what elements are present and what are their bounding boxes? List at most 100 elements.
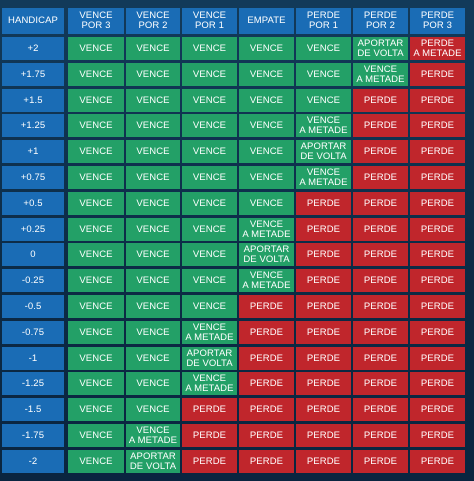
- result-cell: VENCE: [68, 398, 124, 421]
- result-cell: VENCE: [182, 218, 237, 241]
- result-cell: VENCE: [296, 63, 351, 86]
- result-cell: PERDE: [296, 424, 351, 447]
- result-cell: VENCE: [68, 295, 124, 318]
- result-cell: VENCE: [68, 140, 124, 163]
- result-cell: VENCE: [126, 269, 180, 292]
- result-cell: VENCE A METADE: [296, 166, 351, 189]
- result-cell: VENCE: [182, 166, 237, 189]
- result-cell: VENCE: [68, 372, 124, 395]
- result-cell: PERDE: [410, 243, 465, 266]
- result-cell: VENCE: [68, 37, 124, 60]
- result-cell: PERDE: [410, 295, 465, 318]
- result-cell: PERDE: [353, 347, 408, 370]
- handicap-cell: -0.75: [2, 321, 64, 344]
- result-cell: VENCE: [182, 140, 237, 163]
- result-cell: VENCE A METADE: [239, 218, 294, 241]
- result-cell: VENCE: [182, 269, 237, 292]
- handicap-cell: +1.75: [2, 63, 64, 86]
- column-header: PERDE POR 2: [353, 8, 408, 34]
- result-cell: VENCE: [68, 424, 124, 447]
- result-cell: VENCE A METADE: [126, 424, 180, 447]
- result-cell: VENCE: [182, 295, 237, 318]
- result-cell: PERDE: [353, 321, 408, 344]
- result-cell: VENCE: [182, 89, 237, 112]
- result-cell: VENCE A METADE: [296, 114, 351, 137]
- result-cell: VENCE: [296, 89, 351, 112]
- result-cell: VENCE: [239, 63, 294, 86]
- result-cell: PERDE: [410, 140, 465, 163]
- result-cell: VENCE: [239, 89, 294, 112]
- result-cell: VENCE: [239, 140, 294, 163]
- result-cell: PERDE A METADE: [410, 37, 465, 60]
- result-cell: VENCE: [68, 218, 124, 241]
- column-header: HANDICAP: [2, 8, 64, 34]
- result-cell: PERDE: [239, 372, 294, 395]
- result-cell: PERDE: [353, 166, 408, 189]
- result-cell: APORTAR DE VOLTA: [126, 450, 180, 473]
- result-cell: PERDE: [239, 347, 294, 370]
- result-cell: APORTAR DE VOLTA: [182, 347, 237, 370]
- column-header: VENCE POR 2: [126, 8, 180, 34]
- result-cell: PERDE: [353, 192, 408, 215]
- result-cell: PERDE: [296, 321, 351, 344]
- result-cell: PERDE: [353, 114, 408, 137]
- result-cell: VENCE: [126, 166, 180, 189]
- result-cell: VENCE: [182, 63, 237, 86]
- result-cell: VENCE: [68, 63, 124, 86]
- handicap-cell: +2: [2, 37, 64, 60]
- result-cell: PERDE: [296, 347, 351, 370]
- handicap-cell: +0.75: [2, 166, 64, 189]
- handicap-cell: -1: [2, 347, 64, 370]
- result-cell: VENCE: [126, 114, 180, 137]
- result-cell: PERDE: [410, 424, 465, 447]
- handicap-cell: +0.5: [2, 192, 64, 215]
- result-cell: PERDE: [353, 243, 408, 266]
- result-cell: PERDE: [410, 166, 465, 189]
- result-cell: VENCE: [239, 37, 294, 60]
- result-cell: PERDE: [353, 450, 408, 473]
- result-cell: VENCE: [126, 321, 180, 344]
- result-cell: VENCE: [182, 114, 237, 137]
- handicap-cell: 0: [2, 243, 64, 266]
- result-cell: VENCE: [239, 166, 294, 189]
- result-cell: VENCE: [126, 347, 180, 370]
- result-cell: VENCE: [126, 192, 180, 215]
- result-cell: VENCE: [68, 450, 124, 473]
- result-cell: VENCE: [126, 63, 180, 86]
- result-cell: VENCE: [182, 192, 237, 215]
- result-cell: VENCE: [126, 140, 180, 163]
- result-cell: VENCE A METADE: [239, 269, 294, 292]
- result-cell: VENCE: [68, 192, 124, 215]
- result-cell: PERDE: [296, 450, 351, 473]
- result-cell: PERDE: [239, 321, 294, 344]
- result-cell: PERDE: [296, 192, 351, 215]
- result-cell: VENCE: [126, 295, 180, 318]
- result-cell: APORTAR DE VOLTA: [353, 37, 408, 60]
- result-cell: VENCE A METADE: [182, 321, 237, 344]
- column-header: EMPATE: [239, 8, 294, 34]
- result-cell: VENCE: [68, 347, 124, 370]
- result-cell: PERDE: [410, 89, 465, 112]
- result-cell: PERDE: [296, 372, 351, 395]
- result-cell: VENCE: [239, 114, 294, 137]
- result-cell: PERDE: [182, 450, 237, 473]
- result-cell: VENCE A METADE: [182, 372, 237, 395]
- result-cell: PERDE: [410, 192, 465, 215]
- result-cell: PERDE: [296, 398, 351, 421]
- result-cell: VENCE: [126, 89, 180, 112]
- result-cell: PERDE: [410, 372, 465, 395]
- result-cell: PERDE: [353, 269, 408, 292]
- handicap-cell: +0.25: [2, 218, 64, 241]
- result-cell: PERDE: [410, 450, 465, 473]
- result-cell: APORTAR DE VOLTA: [239, 243, 294, 266]
- result-cell: VENCE: [126, 398, 180, 421]
- result-cell: VENCE: [126, 372, 180, 395]
- result-cell: PERDE: [239, 450, 294, 473]
- result-cell: VENCE: [296, 37, 351, 60]
- result-cell: VENCE: [68, 269, 124, 292]
- result-cell: VENCE: [126, 243, 180, 266]
- result-cell: PERDE: [239, 424, 294, 447]
- column-header: PERDE POR 3: [410, 8, 465, 34]
- result-cell: PERDE: [353, 295, 408, 318]
